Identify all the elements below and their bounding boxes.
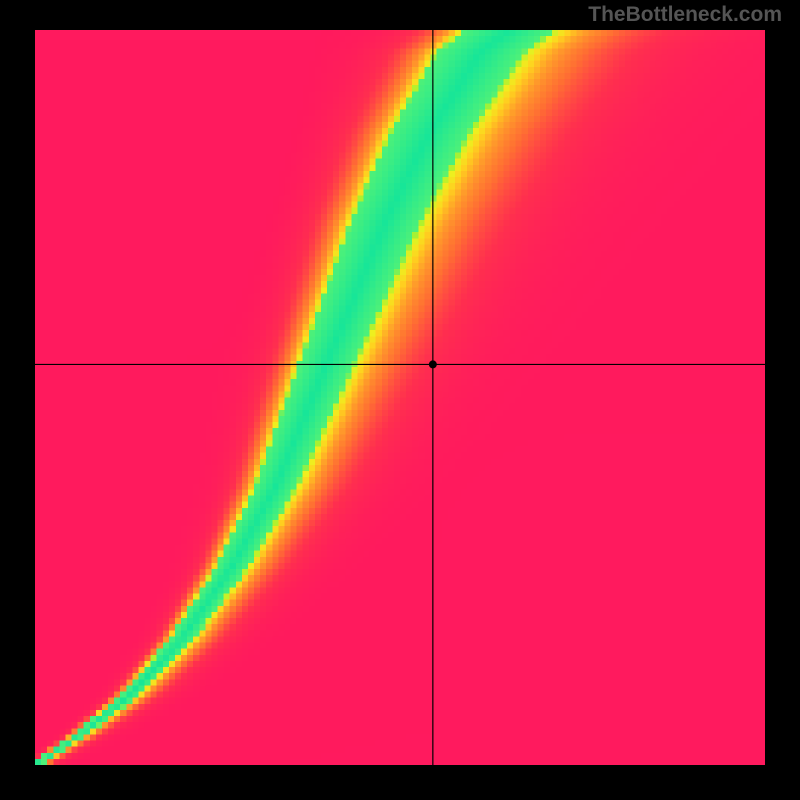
bottleneck-heatmap-canvas [35, 30, 765, 765]
chart-container: TheBottleneck.com [0, 0, 800, 800]
source-watermark: TheBottleneck.com [588, 3, 782, 27]
